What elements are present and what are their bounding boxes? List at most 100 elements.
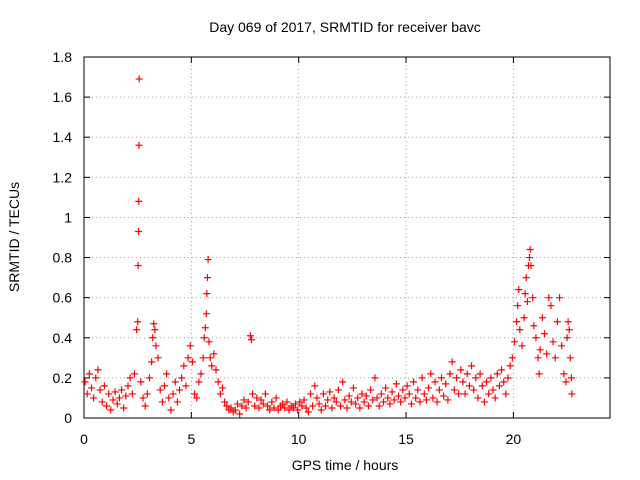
data-point bbox=[279, 400, 287, 408]
data-point bbox=[382, 384, 390, 392]
data-point bbox=[257, 396, 265, 404]
data-points bbox=[81, 75, 576, 418]
data-point bbox=[223, 402, 231, 410]
data-point bbox=[201, 324, 209, 332]
data-point bbox=[343, 404, 351, 412]
data-point bbox=[238, 402, 246, 410]
data-point bbox=[420, 390, 428, 398]
data-point bbox=[178, 374, 186, 382]
data-point bbox=[367, 386, 375, 394]
axis-ticks bbox=[83, 56, 610, 419]
data-point bbox=[141, 402, 149, 410]
data-point bbox=[216, 390, 224, 398]
data-point bbox=[427, 370, 435, 378]
data-point bbox=[547, 302, 555, 310]
data-point bbox=[431, 378, 439, 386]
data-point bbox=[349, 384, 357, 392]
data-point bbox=[227, 404, 235, 412]
data-point bbox=[231, 406, 239, 414]
data-point bbox=[407, 400, 415, 408]
data-point bbox=[289, 404, 297, 412]
data-point bbox=[510, 338, 518, 346]
data-point bbox=[377, 390, 385, 398]
data-point bbox=[364, 402, 372, 410]
data-point bbox=[489, 386, 497, 394]
data-point bbox=[218, 384, 226, 392]
data-point bbox=[313, 394, 321, 402]
data-point bbox=[535, 370, 543, 378]
data-point bbox=[311, 382, 319, 390]
plot-frame bbox=[83, 56, 611, 419]
data-point bbox=[212, 366, 220, 374]
data-point bbox=[485, 390, 493, 398]
y-tick-label: 0 bbox=[64, 410, 72, 426]
data-point bbox=[522, 274, 530, 282]
data-point bbox=[259, 400, 267, 408]
data-point bbox=[204, 256, 212, 264]
data-point bbox=[455, 390, 463, 398]
data-point bbox=[416, 398, 424, 406]
data-point bbox=[352, 400, 360, 408]
data-point bbox=[478, 382, 486, 390]
data-point bbox=[135, 197, 143, 205]
data-point bbox=[133, 326, 141, 334]
data-point bbox=[565, 326, 573, 334]
data-point bbox=[362, 392, 370, 400]
data-point bbox=[339, 378, 347, 386]
data-point bbox=[491, 394, 499, 402]
data-point bbox=[480, 398, 488, 406]
y-tick-label: 0.2 bbox=[53, 370, 73, 386]
data-point bbox=[255, 404, 263, 412]
gridlines bbox=[84, 57, 610, 418]
data-point bbox=[234, 400, 242, 408]
data-point bbox=[111, 388, 119, 396]
data-point bbox=[307, 390, 315, 398]
data-point bbox=[468, 362, 476, 370]
data-point bbox=[291, 400, 299, 408]
data-point bbox=[324, 396, 332, 404]
data-point bbox=[558, 342, 566, 350]
data-point bbox=[538, 314, 546, 322]
data-point bbox=[566, 354, 574, 362]
data-point bbox=[105, 390, 113, 398]
data-point bbox=[244, 398, 252, 406]
data-point bbox=[315, 400, 323, 408]
data-point bbox=[156, 386, 164, 394]
data-point bbox=[527, 262, 535, 270]
data-point bbox=[457, 366, 465, 374]
data-point bbox=[523, 298, 531, 306]
data-point bbox=[296, 398, 304, 406]
data-point bbox=[429, 394, 437, 402]
data-point bbox=[210, 350, 218, 358]
data-point bbox=[516, 326, 524, 334]
data-point bbox=[149, 334, 157, 342]
data-point bbox=[463, 370, 471, 378]
data-point bbox=[246, 332, 254, 340]
data-point bbox=[568, 390, 576, 398]
data-point bbox=[461, 390, 469, 398]
x-tick-label: 5 bbox=[187, 431, 195, 447]
data-point bbox=[167, 406, 175, 414]
data-point bbox=[545, 294, 553, 302]
data-point bbox=[483, 378, 491, 386]
data-point bbox=[444, 396, 452, 404]
data-point bbox=[502, 390, 510, 398]
data-point bbox=[195, 378, 203, 386]
data-point bbox=[375, 402, 383, 410]
data-point bbox=[186, 342, 194, 350]
data-point bbox=[504, 374, 512, 382]
data-point bbox=[240, 396, 248, 404]
data-point bbox=[437, 374, 445, 382]
data-point bbox=[154, 354, 162, 362]
data-point bbox=[399, 386, 407, 394]
data-point bbox=[184, 354, 192, 362]
data-point bbox=[304, 408, 312, 416]
data-point bbox=[435, 386, 443, 394]
data-point bbox=[134, 318, 142, 326]
data-point bbox=[176, 386, 184, 394]
data-point bbox=[96, 386, 104, 394]
data-point bbox=[253, 394, 261, 402]
data-point bbox=[498, 366, 506, 374]
data-point bbox=[525, 254, 533, 262]
